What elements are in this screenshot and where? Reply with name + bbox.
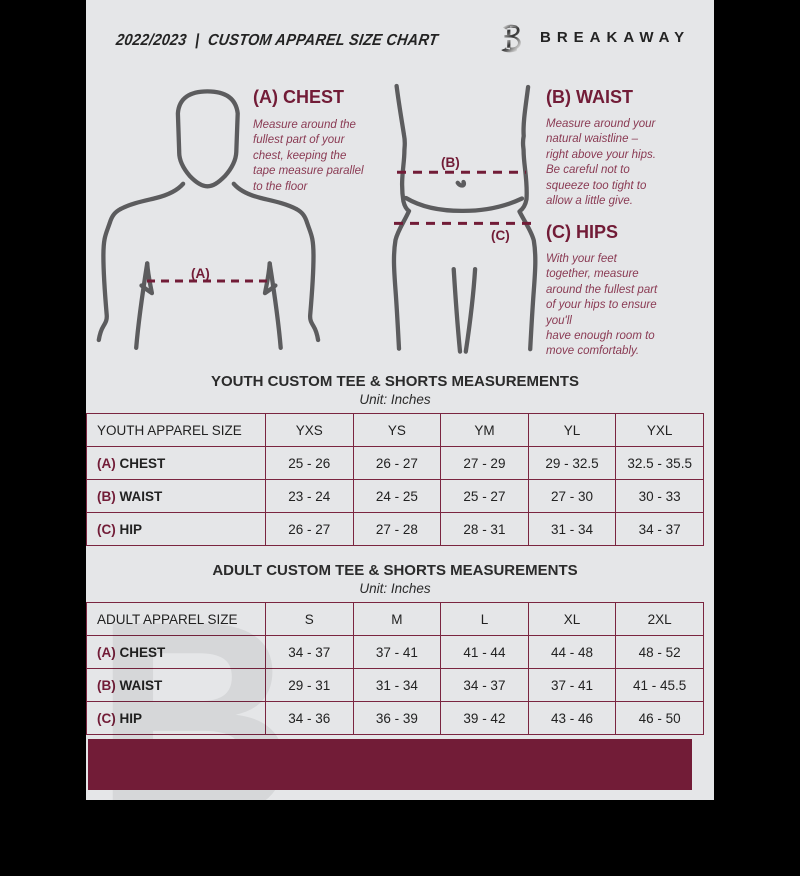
svg-text:(B): (B) [441, 155, 460, 170]
svg-text:(C): (C) [491, 228, 510, 243]
